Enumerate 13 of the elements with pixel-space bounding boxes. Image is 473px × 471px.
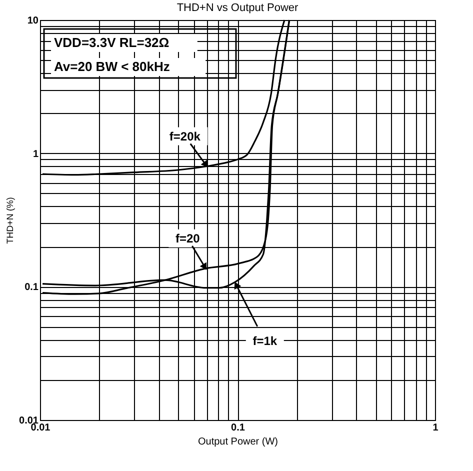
text: f=1k [252, 334, 278, 348]
x-tick-label: 0.1 [231, 422, 246, 434]
y-axis-title: THD+N (%) [5, 197, 16, 244]
x-tick-label: 1 [432, 422, 439, 434]
y-tick-label: 10 [27, 16, 39, 26]
y-tick-label: 1 [32, 148, 39, 160]
annotation: VDD=3.3V RL=32Ω [54, 35, 170, 50]
y-tick-label: 0.1 [24, 282, 39, 294]
chart-title: THD+N vs Output Power [176, 2, 299, 14]
series-label: f=20 [175, 231, 200, 246]
series-label: f=20k [169, 129, 201, 144]
x-axis-title: Output Power (W) [198, 436, 278, 448]
annotation: Av=20 BW < 80kHz [54, 59, 170, 74]
